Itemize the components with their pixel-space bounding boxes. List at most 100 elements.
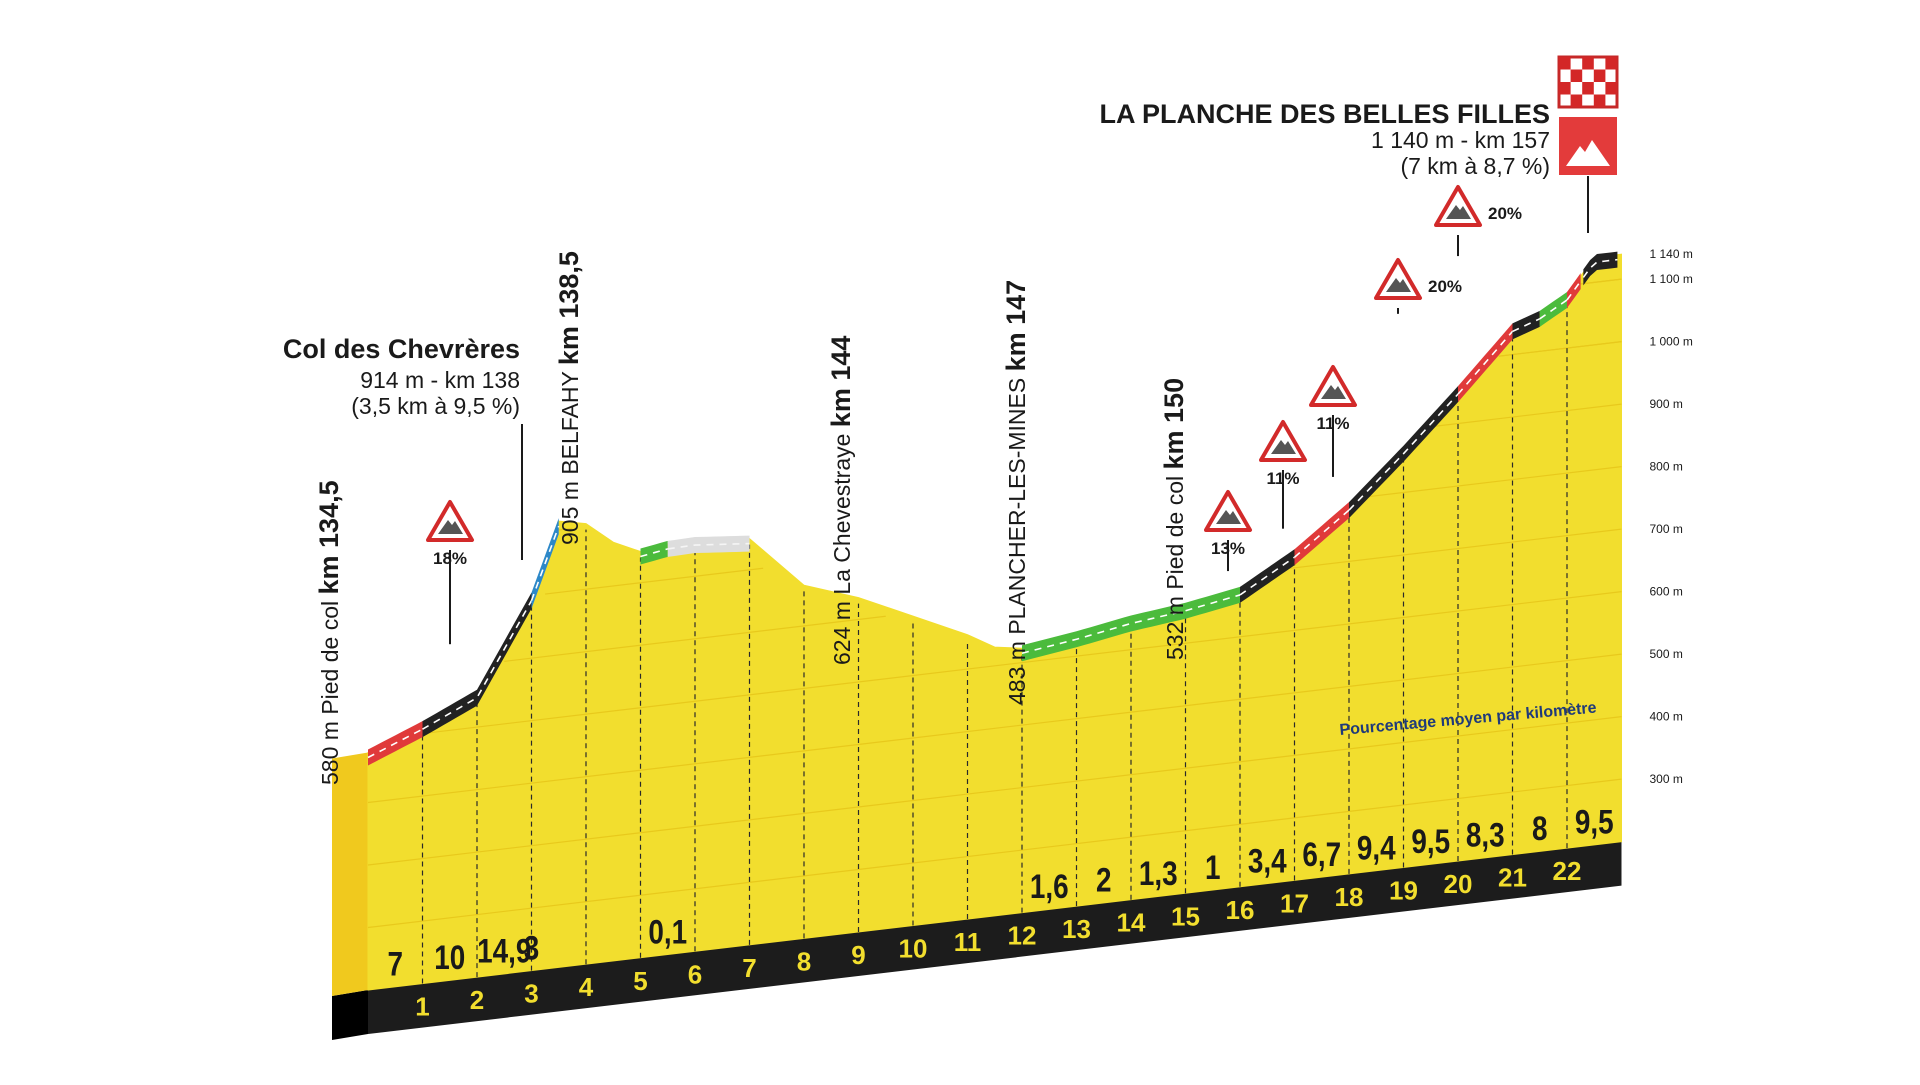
road-centre-line [1539,299,1568,320]
checker-square [1559,57,1571,70]
km-label: 3 [524,979,538,1009]
road-group [367,251,1618,766]
gradient-label: 3,4 [1248,842,1287,880]
sign-mountain [1216,510,1241,524]
grid-line-h [367,716,1622,866]
km-label: 20 [1444,869,1473,899]
gradient-label: 8,3 [1466,816,1505,854]
road-centre-line [640,548,668,558]
y-tick-label: 300 m [1650,772,1683,786]
waypoint-km: km 147 [1001,280,1031,372]
grid-line-h [367,653,1622,804]
steep-warning-icon: 20% [1434,185,1522,257]
summit-climb: (3,5 km à 9,5 %) [351,393,520,419]
y-tick-label: 500 m [1650,647,1683,661]
y-tick-label: 800 m [1650,460,1683,474]
km-label: 1 [415,992,429,1022]
steep-warning-icon: 13% [1204,490,1252,572]
km-label: 17 [1280,888,1309,918]
gradient-label: 0,1 [648,913,687,951]
road-segment [1349,386,1458,519]
road-segment [1240,549,1295,603]
checker-square [1605,82,1617,95]
gradient-label: 1,3 [1139,855,1178,893]
summit-name: LA PLANCHE DES BELLES FILLES [1099,99,1550,129]
steep-warning-icon: 11% [1309,365,1357,477]
sign-mountain [1386,278,1411,292]
gradient-label: 9,5 [1411,822,1450,860]
sign-triangle [426,500,474,542]
road-centre-line [667,542,750,550]
gradient-label: 7 [387,945,403,983]
grid-line-h [545,567,764,595]
sign-triangle [1434,185,1482,227]
gradient-label: 1,6 [1030,868,1069,906]
finish-flag-icon [1557,55,1619,109]
steep-signs-group: 18% 13% 11% 11% 20% 20% [426,185,1522,645]
gradient-label: 1 [1205,848,1221,886]
road-centre-line [530,525,560,601]
sign-mountain [438,520,463,534]
sign-triangle [1204,490,1252,532]
gradient-labels-group: 7 10 14,93 0,1 1,6 2 1,3 1 3,4 6,7 9,4 9,5 8,3 8 9,5 [387,803,1613,983]
km-label: 14 [1117,908,1146,938]
km-label: 5 [633,966,647,996]
checker-square [1582,82,1594,95]
sign-percent-label: 11% [1266,469,1299,488]
waypoint-elevation: 580 m Pied de col [317,594,343,785]
waypoint-km: km 144 [826,336,856,428]
summit-elevation: 1 140 m - km 157 [1371,127,1550,153]
grid-line-h [1580,278,1622,285]
grid-line-h [1362,466,1622,498]
checker-square [1570,69,1583,82]
sign-triangle [1259,420,1307,462]
mountain-finish-icon [1559,117,1617,175]
gradient-label: 3 [524,929,540,967]
km-labels-group: 1 2 3 4 5 6 7 8 9 10 11 12 13 14 15 16 17 18 19 20 21 22 [415,856,1581,1021]
road-centre-line [1348,393,1459,511]
waypoint-label: 532 m Pied de col km 150 [1159,378,1189,660]
waypoint-elevation: 905 m BELFAHY [557,365,583,545]
sign-mountain [1271,440,1296,454]
road-centre-line [1512,318,1541,333]
grid-line-h [367,778,1622,929]
gradient-label: 8 [1532,809,1548,847]
km-label: 19 [1389,875,1418,905]
gradient-label: 10 [434,938,465,976]
waypoint-elevation: 532 m Pied de col [1162,469,1188,660]
sign-mountain [1446,205,1471,219]
base-side-face [332,990,368,1040]
km-label: 9 [851,940,865,970]
gradient-label: 14,9 [477,932,531,970]
sign-triangle [1374,258,1422,300]
y-tick-label: 1 000 m [1650,335,1693,349]
road-centre-line [1457,330,1514,395]
road-segment [1567,273,1581,308]
waypoint-elevation: 624 m La Chevestraye [829,427,855,665]
waypoint-elevation: 483 m PLANCHER-LES-MINES [1004,371,1030,705]
checker-square [1605,57,1617,70]
grid-line-h [558,527,573,531]
sign-percent-label: 13% [1211,539,1245,558]
steep-warning-icon: 11% [1259,420,1307,529]
grid-line-h [422,591,1622,735]
waypoint-km: km 138,5 [554,251,584,365]
road-segment [1294,502,1349,566]
gradient-label: 9,5 [1575,803,1614,841]
waypoints-group: 580 m Pied de col km 134,5 905 m BELFAHY … [314,251,1189,785]
km-label: 10 [899,934,928,964]
summit-name: Col des Chevrères [283,334,520,364]
km-label: 2 [470,985,484,1015]
sign-triangle [1309,365,1357,407]
y-tick-label: 900 m [1650,397,1683,411]
road-segment [1022,586,1240,662]
y-tick-label: 600 m [1650,585,1683,599]
gradient-label: 2 [1096,861,1112,899]
km-label: 6 [688,959,702,989]
gradient-label: 6,7 [1302,835,1341,873]
sign-mountain [1321,385,1346,399]
km-label: 18 [1335,882,1364,912]
road-segment [422,592,532,738]
